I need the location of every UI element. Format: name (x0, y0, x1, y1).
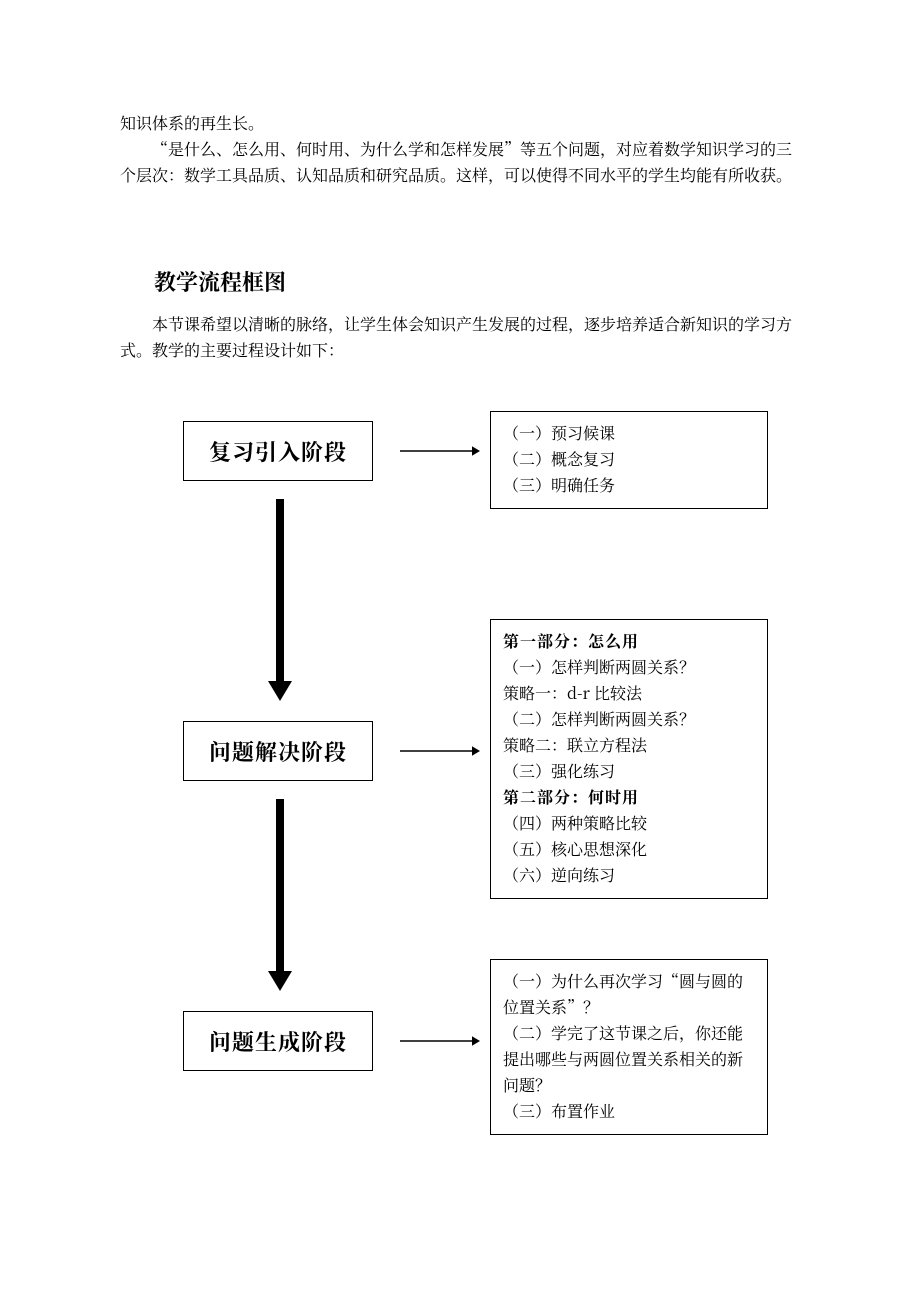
arrow-stage2-to-detail2 (400, 746, 480, 756)
detail-2-line-7: 第二部分：何时用 (503, 784, 755, 810)
detail-1-line-2: （二）概念复习 (503, 446, 755, 472)
detail-3-line-2: （二）学完了这节课之后，你还能提出哪些与两圆位置关系相关的新问题？ (503, 1020, 755, 1098)
detail-2-line-4: （二）怎样判断两圆关系？ (503, 706, 755, 732)
detail-2-line-9: （五）核心思想深化 (503, 836, 755, 862)
arrow-stage2-to-stage3 (268, 799, 292, 991)
detail-3-line-3: （三）布置作业 (503, 1098, 755, 1124)
intro-line1: 知识体系的再生长。 (120, 110, 800, 136)
detail-2-line-2: （一）怎样判断两圆关系？ (503, 654, 755, 680)
section-title: 教学流程框图 (154, 266, 800, 297)
intro-text: 知识体系的再生长。 “是什么、怎么用、何时用、为什么学和怎样发展”等五个问题，对… (120, 110, 800, 188)
detail-3-line-1: （一）为什么再次学习“圆与圆的位置关系”？ (503, 968, 755, 1020)
section-lead-text: 本节课希望以清晰的脉络，让学生体会知识产生发展的过程，逐步培养适合新知识的学习方… (120, 311, 800, 363)
detail-box-1: （一）预习候课（二）概念复习（三）明确任务 (490, 411, 768, 509)
stage-box-1: 复习引入阶段 (183, 421, 373, 481)
flowchart: 复习引入阶段问题解决阶段问题生成阶段（一）预习候课（二）概念复习（三）明确任务第… (120, 411, 800, 1151)
detail-2-line-5: 策略二：联立方程法 (503, 732, 755, 758)
intro-line2: “是什么、怎么用、何时用、为什么学和怎样发展”等五个问题，对应着数学知识学习的三… (120, 136, 800, 188)
detail-2-line-3: 策略一：d-r 比较法 (503, 680, 755, 706)
arrow-stage1-to-detail1 (400, 446, 480, 456)
detail-2-line-8: （四）两种策略比较 (503, 810, 755, 836)
arrow-stage1-to-stage2 (268, 499, 292, 701)
detail-1-line-3: （三）明确任务 (503, 472, 755, 498)
detail-2-line-6: （三）强化练习 (503, 758, 755, 784)
detail-1-line-1: （一）预习候课 (503, 420, 755, 446)
arrow-stage3-to-detail3 (400, 1036, 480, 1046)
detail-box-3: （一）为什么再次学习“圆与圆的位置关系”？（二）学完了这节课之后，你还能提出哪些… (490, 959, 768, 1135)
detail-2-line-1: 第一部分：怎么用 (503, 628, 755, 654)
detail-box-2: 第一部分：怎么用（一）怎样判断两圆关系？策略一：d-r 比较法（二）怎样判断两圆… (490, 619, 768, 899)
detail-2-line-10: （六）逆向练习 (503, 862, 755, 888)
stage-box-2: 问题解决阶段 (183, 721, 373, 781)
page: 知识体系的再生长。 “是什么、怎么用、何时用、为什么学和怎样发展”等五个问题，对… (0, 0, 920, 1302)
stage-box-3: 问题生成阶段 (183, 1011, 373, 1071)
section-lead: 本节课希望以清晰的脉络，让学生体会知识产生发展的过程，逐步培养适合新知识的学习方… (120, 311, 800, 363)
